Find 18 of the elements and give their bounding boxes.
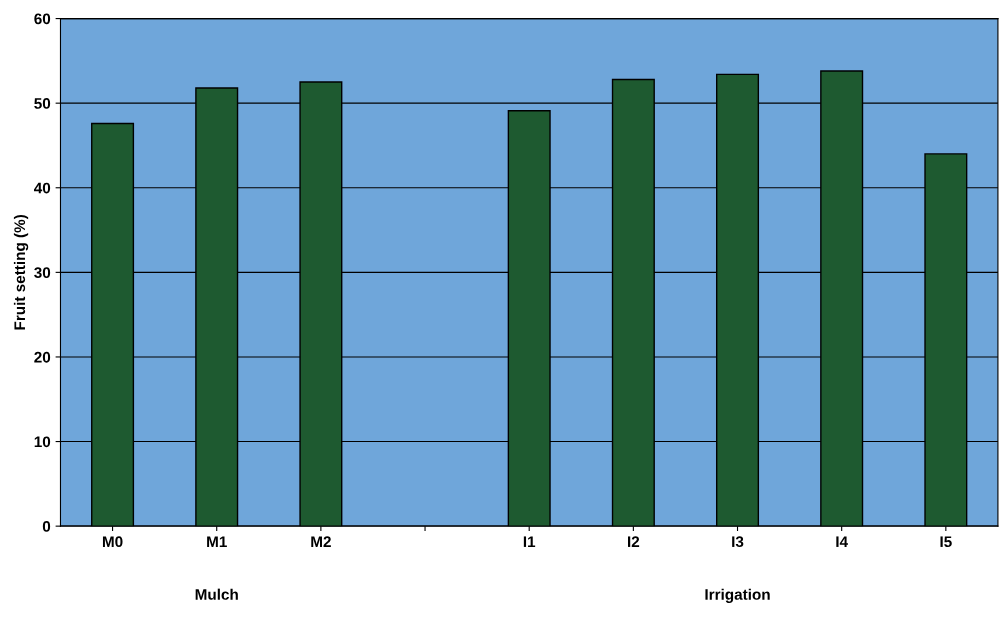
x-tick-label: I2 [628, 536, 640, 547]
y-axis-title: Fruit setting (%) [13, 214, 29, 330]
y-tick-label: 0 [42, 521, 51, 532]
text: Irrigation [705, 588, 770, 603]
x-tick-label: I1 [523, 536, 536, 547]
x-tick-label: M0 [102, 536, 123, 548]
y-tick-label: 30 [34, 267, 51, 279]
y-tick-label: 40 [34, 182, 51, 194]
x-tick-label: M1 [207, 536, 227, 547]
x-tick-label: I4 [836, 536, 848, 547]
x-tick-label: I3 [732, 536, 744, 548]
y-tick-label: 10 [34, 436, 51, 448]
text: Mulch [195, 588, 238, 600]
y-tick-label: 20 [34, 351, 51, 363]
x-tick-label: M2 [311, 536, 331, 547]
x-tick-label: I5 [940, 536, 952, 548]
y-tick-label: 60 [34, 13, 51, 25]
y-tick-label: 50 [34, 98, 51, 109]
